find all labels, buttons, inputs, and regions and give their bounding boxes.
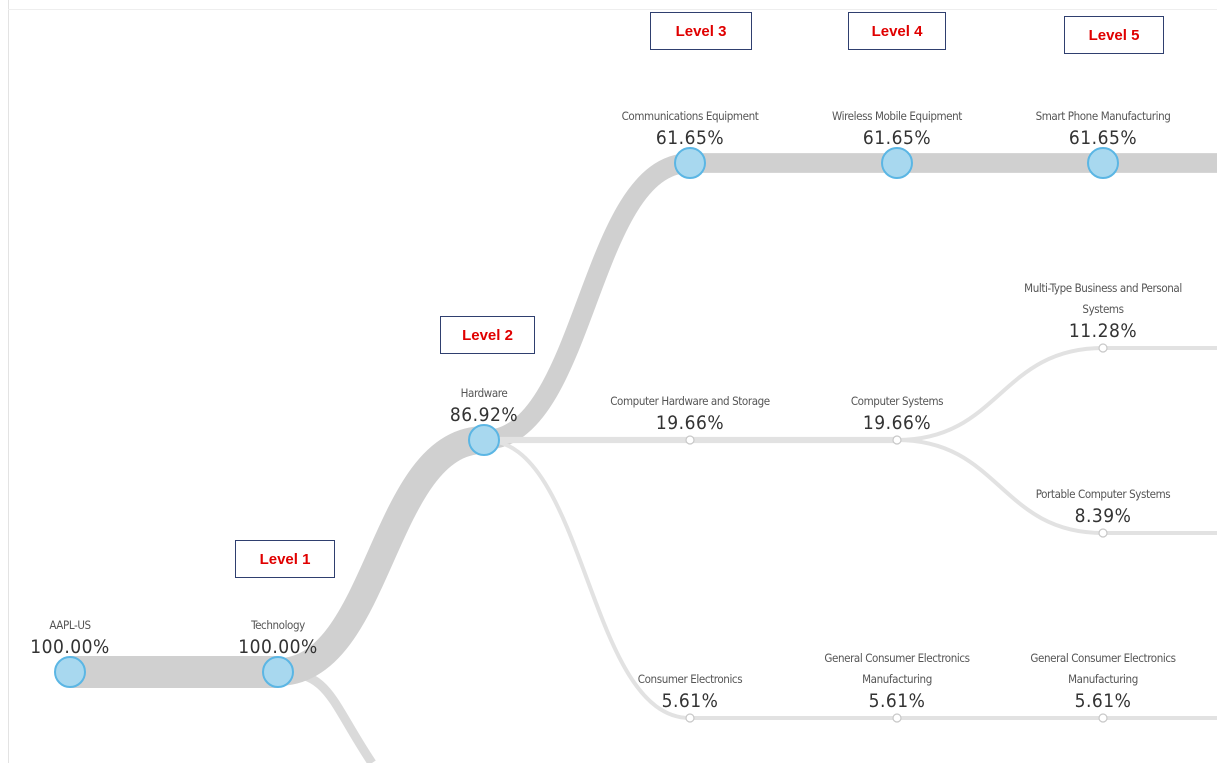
node-label: Communications Equipment 61.65%: [605, 106, 775, 149]
node-name: General Consumer Electronics Manufacturi…: [824, 651, 970, 686]
node-value: 5.61%: [1074, 690, 1132, 712]
node-label: Portable Computer Systems 8.39%: [1018, 484, 1188, 527]
node-value: 5.61%: [661, 690, 719, 712]
node-name: General Consumer Electronics Manufacturi…: [1030, 651, 1176, 686]
node-value: 100.00%: [238, 636, 318, 658]
node-label: General Consumer Electronics Manufacturi…: [1018, 648, 1188, 712]
node-name: Smart Phone Manufacturing: [1035, 109, 1171, 123]
node-name: Multi-Type Business and Personal Systems: [1024, 281, 1182, 316]
link: [276, 426, 486, 686]
node-label: Computer Systems 19.66%: [812, 391, 982, 434]
node-value: 19.66%: [862, 412, 932, 434]
node-name: Hardware: [460, 386, 508, 400]
node-name: Portable Computer Systems: [1035, 487, 1171, 501]
node: [892, 713, 902, 723]
node-label: Technology 100.00%: [193, 615, 363, 658]
level-badge: Level 4: [848, 12, 946, 50]
node: [262, 656, 294, 688]
level-badge: Level 3: [650, 12, 752, 50]
off-screen-link: [277, 667, 376, 763]
node-value: 100.00%: [30, 636, 110, 658]
nodes: [54, 147, 1119, 723]
node: [685, 713, 695, 723]
level-badge: Level 1: [235, 540, 335, 578]
node-name: Consumer Electronics: [637, 672, 743, 686]
node-name: AAPL-US: [49, 618, 91, 632]
node: [468, 424, 500, 456]
node: [1087, 147, 1119, 179]
node-label: Consumer Electronics 5.61%: [605, 669, 775, 712]
node-value: 19.66%: [655, 412, 725, 434]
node-value: 11.28%: [1068, 320, 1138, 342]
node-label: Hardware 86.92%: [399, 383, 569, 426]
node: [1098, 528, 1108, 538]
node-name: Computer Systems: [850, 394, 944, 408]
node-name: Technology: [251, 618, 305, 632]
node-value: 8.39%: [1074, 505, 1132, 527]
node-value: 61.65%: [1068, 127, 1138, 149]
node-label: Multi-Type Business and Personal Systems…: [1018, 278, 1188, 342]
node: [1098, 343, 1108, 353]
node: [1098, 713, 1108, 723]
node-value: 61.65%: [862, 127, 932, 149]
node-label: Computer Hardware and Storage 19.66%: [605, 391, 775, 434]
node-name: Communications Equipment: [621, 109, 759, 123]
node-label: Smart Phone Manufacturing 61.65%: [1018, 106, 1188, 149]
level-badge: Level 5: [1064, 16, 1164, 54]
node-value: 86.92%: [449, 404, 519, 426]
level-badge: Level 2: [440, 316, 535, 354]
node-name: Wireless Mobile Equipment: [832, 109, 962, 123]
node-name: Computer Hardware and Storage: [610, 394, 770, 408]
node: [892, 435, 902, 445]
node-value: 5.61%: [868, 690, 926, 712]
link: [896, 438, 1104, 535]
link: [483, 153, 691, 450]
node: [54, 656, 86, 688]
node-label: General Consumer Electronics Manufacturi…: [812, 648, 982, 712]
node: [674, 147, 706, 179]
links: [70, 153, 1217, 721]
link: [896, 346, 1104, 442]
node: [685, 435, 695, 445]
link: [483, 438, 691, 720]
node-value: 61.65%: [655, 127, 725, 149]
node: [881, 147, 913, 179]
node-label: AAPL-US 100.00%: [0, 615, 155, 658]
node-label: Wireless Mobile Equipment 61.65%: [812, 106, 982, 149]
